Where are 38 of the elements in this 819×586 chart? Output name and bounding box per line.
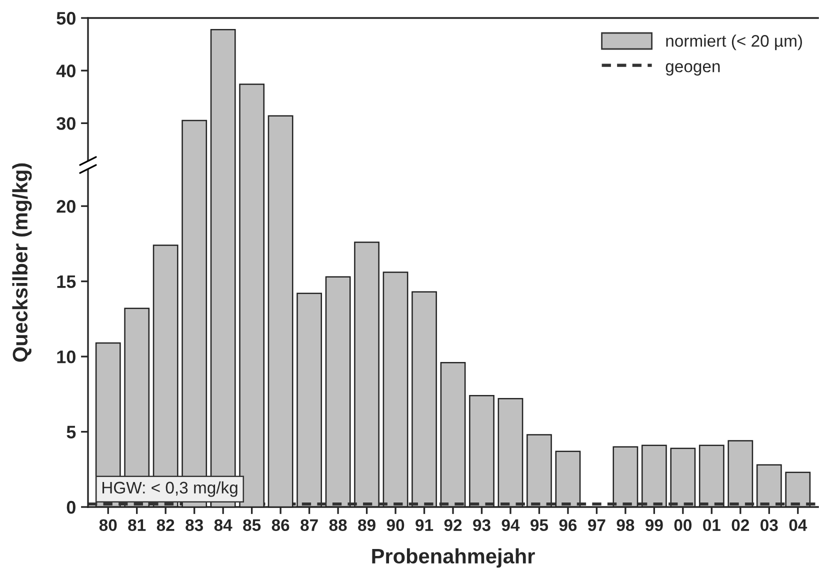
y-axis-title: Quecksilber (mg/kg) bbox=[12, 163, 32, 362]
x-tick-label: 90 bbox=[386, 519, 404, 532]
legend-label: geogen bbox=[666, 63, 720, 76]
x-tick-label: 95 bbox=[530, 519, 548, 532]
x-tick-label: 97 bbox=[588, 519, 606, 532]
x-tick-label: 98 bbox=[616, 519, 634, 532]
x-tick-label: 86 bbox=[272, 519, 290, 532]
x-tick-label: 81 bbox=[128, 519, 146, 532]
x-tick-label: 96 bbox=[559, 519, 577, 532]
x-tick-label: 85 bbox=[243, 519, 261, 532]
x-tick-label: 04 bbox=[789, 519, 808, 532]
y-tick-label: 50 bbox=[56, 12, 76, 25]
x-tick-label: 93 bbox=[473, 519, 490, 532]
y-tick-label: 10 bbox=[57, 350, 76, 364]
x-tick-label: 92 bbox=[444, 519, 462, 532]
y-tick-label: 15 bbox=[57, 275, 76, 288]
x-tick-label: 80 bbox=[99, 519, 117, 532]
x-tick-label: 88 bbox=[329, 519, 347, 532]
x-tick-label: 94 bbox=[502, 519, 520, 532]
x-tick-label: 01 bbox=[703, 519, 720, 532]
x-tick-label: 02 bbox=[732, 519, 750, 532]
x-tick-label: 91 bbox=[416, 519, 434, 532]
x-tick-label: 99 bbox=[645, 519, 663, 532]
y-tick-label: 0 bbox=[66, 500, 76, 514]
x-tick-label: 87 bbox=[300, 519, 318, 532]
x-tick-label: 03 bbox=[760, 519, 778, 532]
x-tick-label: 82 bbox=[156, 519, 174, 532]
y-tick-label: 40 bbox=[56, 64, 76, 78]
annotation: HGW: < 0,3 mg/kg bbox=[102, 481, 238, 497]
x-tick-label: 84 bbox=[214, 519, 232, 532]
x-tick-label: 83 bbox=[186, 519, 204, 532]
legend-label: normiert (< 20 µm) bbox=[666, 34, 802, 50]
y-tick-label: 20 bbox=[56, 200, 76, 213]
y-tick-label: 5 bbox=[66, 426, 76, 438]
x-axis-title: Probenahmejahr bbox=[372, 548, 535, 568]
x-tick-label: 00 bbox=[674, 519, 692, 532]
x-tick-label: 89 bbox=[358, 519, 376, 532]
y-tick-label: 30 bbox=[56, 117, 76, 130]
